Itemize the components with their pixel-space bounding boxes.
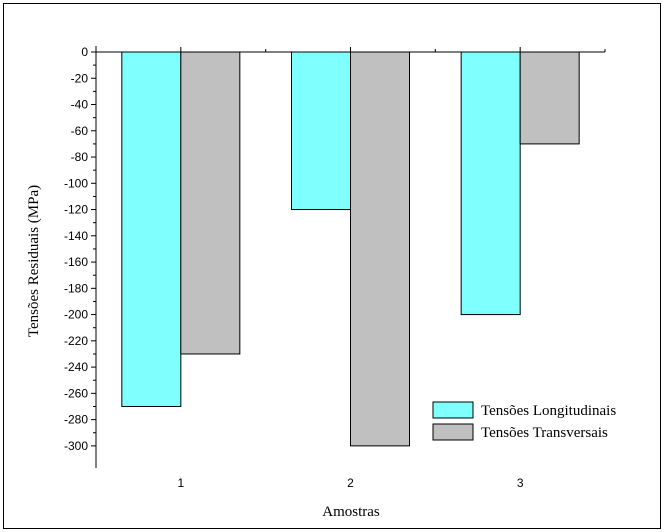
y-tick-label: -300 [64, 439, 88, 453]
y-tick-label: -20 [71, 71, 89, 85]
bar-transversal-3 [519, 51, 580, 145]
legend-label-1: Tensões Longitudinais [481, 403, 616, 419]
y-tick-label: 0 [81, 45, 88, 59]
y-tick-label: -40 [71, 98, 89, 112]
y-tick-label: -140 [64, 229, 88, 243]
y-tick-label: -220 [64, 334, 88, 348]
bar-longitudinal-1 [121, 51, 182, 407]
y-tick-label: -280 [64, 413, 88, 427]
y-tick-label: -160 [64, 255, 88, 269]
legend-label-2: Tensões Transversais [481, 425, 608, 441]
bar-transversal-2 [350, 51, 410, 447]
legend: Tensões Longitudinais Tensões Transversai… [432, 401, 616, 441]
y-tick-label: -100 [64, 176, 88, 190]
y-tick-label: -240 [64, 360, 88, 374]
x-tick-label: 2 [347, 476, 354, 490]
y-tick-label: -80 [71, 150, 89, 164]
ticks-group: 0 -20 -40 -60 -80 -100 -120 -140 -160 -180 -200 -22… [64, 45, 606, 490]
bar-transversal-1 [180, 51, 241, 355]
legend-swatch-1 [432, 401, 474, 419]
legend-swatch-2 [432, 423, 474, 441]
y-tick-label: -200 [64, 308, 88, 322]
bar-longitudinal-3 [460, 51, 521, 316]
x-tick-label: 1 [177, 476, 184, 490]
y-tick-label: -60 [71, 124, 89, 138]
x-tick-label: 3 [517, 476, 524, 490]
y-axis-title: Tensões Residuais (MPa) [26, 185, 42, 337]
y-tick-label: -260 [64, 386, 88, 400]
bars-group [121, 51, 580, 447]
x-axis-title: Amostras [322, 504, 380, 520]
y-tick-label: -120 [64, 203, 88, 217]
bar-longitudinal-2 [291, 51, 351, 211]
y-tick-label: -180 [64, 281, 88, 295]
